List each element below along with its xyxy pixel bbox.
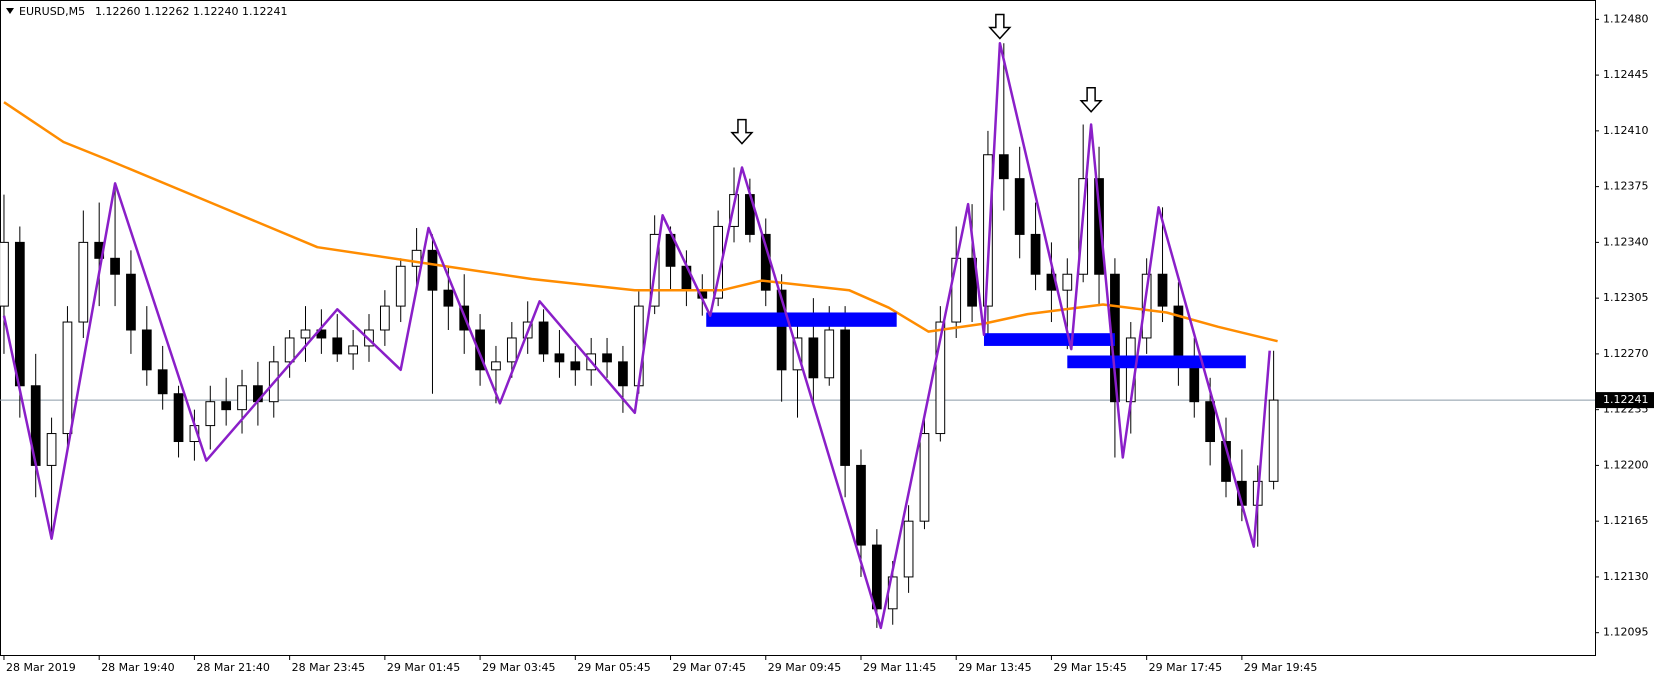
y-tick-label: 1.12480	[1603, 12, 1649, 25]
x-tick-label: 28 Mar 2019	[6, 661, 76, 674]
plot: 1.120951.121301.121651.122001.122351.122…	[0, 12, 1654, 674]
candle-body	[332, 337, 343, 355]
x-tick-label: 29 Mar 07:45	[673, 661, 746, 674]
plot-frame	[0, 0, 1596, 656]
candle-body	[237, 385, 247, 411]
candle-body	[221, 401, 232, 411]
signal-arrow	[988, 13, 1012, 40]
moving-average	[3, 101, 1278, 343]
candle-body	[157, 369, 168, 395]
x-tick-label: 29 Mar 03:45	[482, 661, 555, 674]
candle-body	[411, 249, 422, 267]
candle-body	[856, 464, 866, 546]
candle-body	[14, 241, 25, 387]
x-tick-label: 29 Mar 11:45	[863, 661, 936, 674]
candle-body	[300, 329, 311, 339]
y-tick-label: 1.12095	[1603, 626, 1649, 639]
candle-body	[554, 353, 565, 363]
y-tick-label: 1.12130	[1603, 570, 1649, 583]
y-tick-label: 1.12200	[1603, 458, 1649, 471]
candle-body	[871, 544, 882, 610]
candle-body	[824, 329, 835, 379]
candle-body	[475, 329, 485, 371]
price-label: 1.12241	[1603, 393, 1649, 406]
candle-body	[1125, 337, 1136, 403]
symbol: EURUSD,M5	[19, 5, 85, 18]
zone	[706, 312, 897, 327]
y-tick-label: 1.12410	[1603, 124, 1649, 137]
candle-body	[0, 241, 9, 307]
candle-body	[840, 329, 850, 466]
candle-body	[379, 305, 390, 331]
x-tick-label: 28 Mar 23:45	[292, 661, 365, 674]
candle-body	[903, 520, 914, 578]
candle-body	[491, 361, 501, 371]
y-tick-label: 1.12445	[1603, 68, 1649, 81]
candle-body	[1094, 178, 1104, 275]
candle-body	[633, 305, 644, 387]
y-tick-label: 1.12165	[1603, 514, 1649, 527]
candle-body	[570, 361, 581, 371]
price-label-box	[1596, 392, 1654, 409]
candle-body	[78, 241, 89, 323]
candle-body	[538, 321, 549, 355]
candle-body	[1268, 399, 1279, 482]
x-tick-label: 28 Mar 19:40	[101, 661, 174, 674]
candle-body	[443, 289, 454, 307]
candle-body	[618, 361, 628, 387]
x-tick-label: 29 Mar 17:45	[1149, 661, 1222, 674]
candle-body	[919, 433, 930, 522]
signal-arrow	[1079, 86, 1103, 113]
x-tick-label: 29 Mar 05:45	[577, 661, 650, 674]
candle-body	[205, 401, 216, 427]
quote: 1.12260 1.12262 1.12240 1.12241	[95, 5, 287, 18]
candle-body	[776, 289, 787, 371]
candle-body	[1205, 401, 1216, 443]
x-tick-label: 29 Mar 15:45	[1053, 661, 1126, 674]
candle-body	[427, 249, 438, 291]
candle-body	[1062, 273, 1073, 291]
y-tick-label: 1.12305	[1603, 291, 1649, 304]
candle-body	[506, 337, 517, 363]
candle-body	[110, 257, 120, 275]
candle-body	[1030, 233, 1041, 275]
zone	[1067, 355, 1246, 369]
candle-body	[284, 337, 295, 363]
candle-body	[141, 329, 152, 371]
x-tick-label: 28 Mar 21:40	[196, 661, 269, 674]
candle-body	[808, 337, 819, 379]
candle-body	[1141, 273, 1152, 339]
candle-body	[46, 433, 57, 466]
candle-body	[173, 393, 184, 443]
candle-body	[395, 265, 406, 307]
candle-body	[983, 154, 993, 307]
x-tick-label: 29 Mar 01:45	[387, 661, 460, 674]
candle-body	[602, 353, 612, 363]
zigzag	[2, 41, 1271, 630]
x-tick-label: 29 Mar 19:45	[1244, 661, 1317, 674]
x-tick-label: 29 Mar 09:45	[768, 661, 841, 674]
candle-body	[1157, 273, 1168, 307]
menu-triangle[interactable]	[6, 8, 14, 14]
x-tick-label: 29 Mar 13:45	[958, 661, 1031, 674]
candle-body	[348, 345, 358, 355]
y-tick-label: 1.12340	[1603, 235, 1649, 248]
candle-body	[935, 321, 946, 435]
signal-arrow	[730, 118, 754, 145]
y-tick-label: 1.12375	[1603, 180, 1649, 193]
y-tick-label: 1.12270	[1603, 347, 1649, 360]
candle-body	[126, 273, 136, 331]
candle-body	[1014, 178, 1025, 235]
candle-body	[998, 154, 1009, 180]
candle-body	[62, 321, 73, 435]
zone	[983, 333, 1115, 346]
